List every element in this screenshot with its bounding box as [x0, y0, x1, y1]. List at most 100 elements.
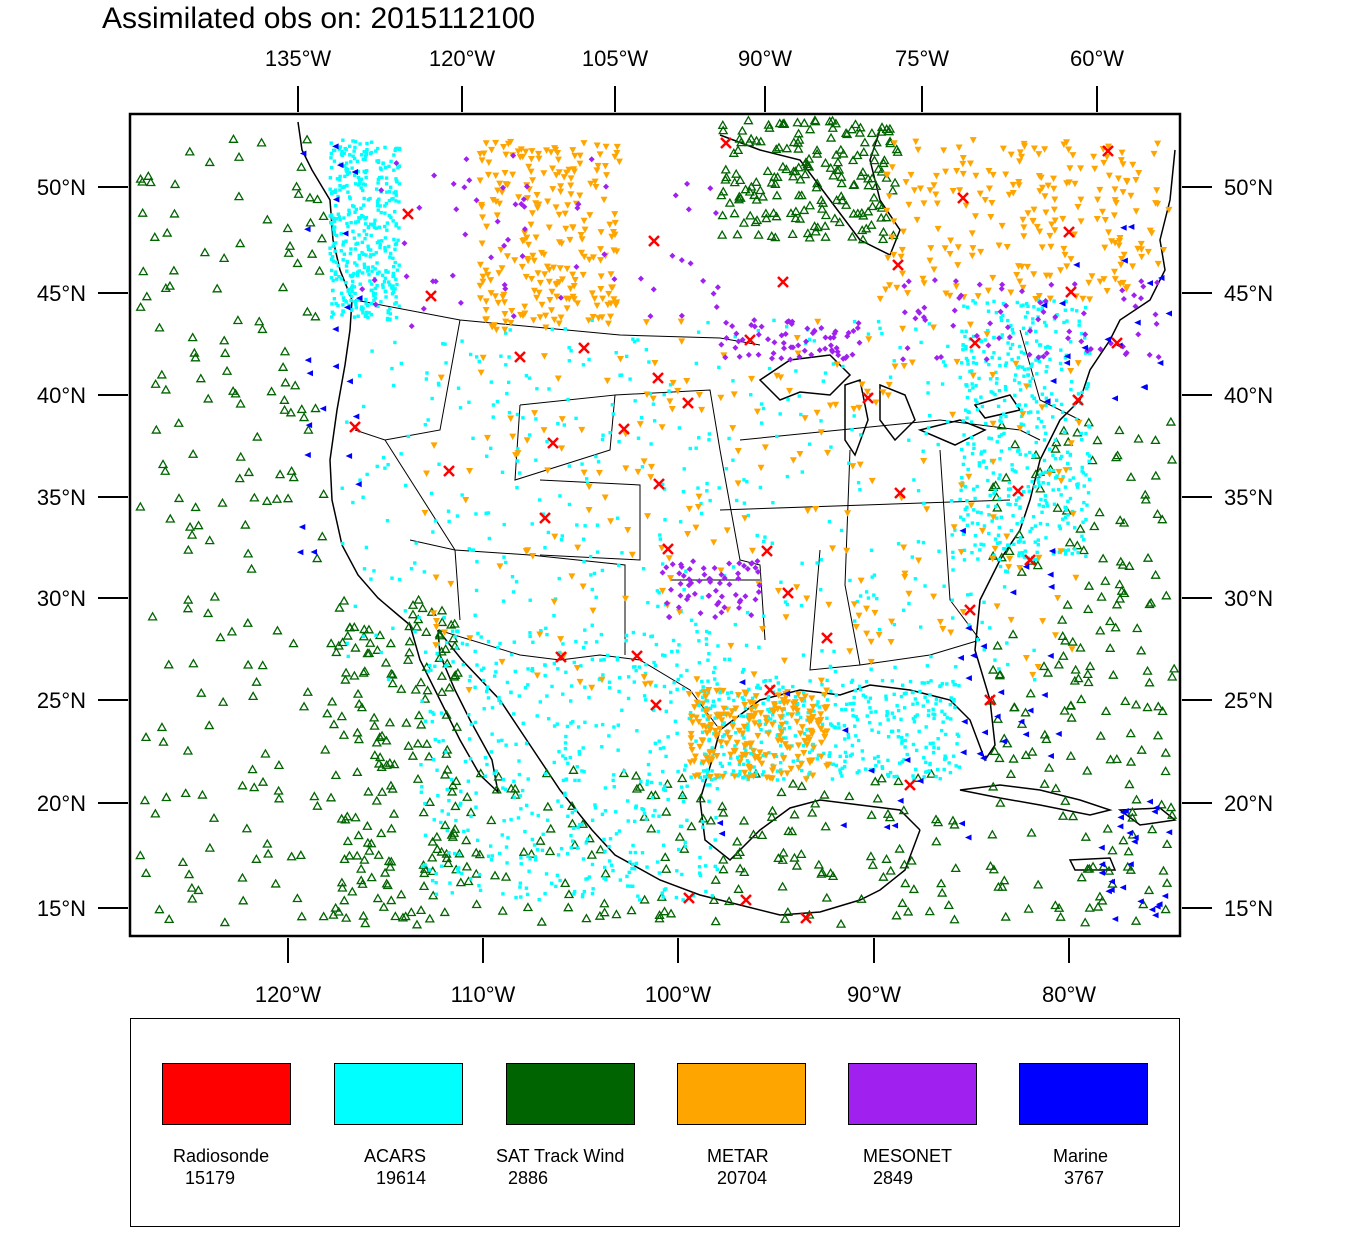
- acars-marker: [750, 774, 754, 779]
- sat-track-wind-marker: [646, 823, 657, 833]
- metar-marker: [558, 416, 566, 423]
- sat-track-wind-marker: [251, 853, 262, 863]
- sat-track-wind-marker: [316, 233, 328, 243]
- acars-marker: [961, 347, 965, 352]
- sat-track-wind-marker: [566, 801, 578, 810]
- acars-marker: [356, 219, 360, 224]
- metar-marker: [800, 749, 808, 757]
- metar-marker: [628, 551, 636, 559]
- acars-marker: [354, 302, 358, 307]
- sat-track-wind-marker: [1059, 705, 1070, 715]
- acars-marker: [572, 660, 576, 665]
- metar-marker: [729, 425, 737, 432]
- mesonet-marker: [520, 196, 527, 203]
- acars-marker: [625, 799, 630, 803]
- acars-marker: [394, 277, 398, 281]
- acars-marker: [466, 779, 471, 783]
- metar-marker: [813, 717, 821, 725]
- sat-track-wind-marker: [717, 801, 728, 811]
- metar-marker: [809, 703, 817, 711]
- mesonet-marker: [371, 277, 378, 284]
- acars-marker: [518, 885, 522, 889]
- acars-marker: [1006, 502, 1010, 506]
- acars-marker: [423, 863, 427, 867]
- acars-marker: [855, 771, 859, 775]
- metar-marker: [826, 402, 834, 409]
- metar-marker: [976, 190, 984, 198]
- metar-marker: [678, 338, 686, 345]
- sat-track-wind-marker: [705, 815, 717, 825]
- acars-marker: [758, 686, 762, 690]
- acars-marker: [364, 232, 369, 237]
- sat-track-wind-marker: [1075, 642, 1086, 652]
- acars-marker: [704, 637, 709, 641]
- acars-marker: [673, 719, 678, 724]
- sat-track-wind-marker: [891, 910, 902, 920]
- acars-marker: [668, 383, 673, 387]
- acars-marker: [994, 381, 999, 385]
- sat-track-wind-marker: [1005, 769, 1017, 778]
- mesonet-marker: [637, 275, 644, 282]
- marine-marker: [1047, 652, 1054, 659]
- acars-marker: [974, 361, 979, 366]
- sat-track-wind-marker: [740, 184, 751, 194]
- mesonet-marker: [1155, 354, 1162, 361]
- acars-marker: [797, 394, 801, 398]
- metar-marker: [1030, 145, 1038, 153]
- acars-marker: [1011, 514, 1015, 518]
- acars-marker: [971, 487, 976, 491]
- acars-marker: [642, 694, 647, 698]
- acars-marker: [445, 787, 449, 792]
- marine-marker: [1127, 223, 1135, 230]
- metar-marker: [1046, 232, 1054, 240]
- lat-label: 35°N: [1224, 485, 1273, 510]
- acars-marker: [388, 251, 393, 256]
- acars-marker: [369, 301, 374, 306]
- sat-track-wind-marker: [1130, 699, 1142, 709]
- acars-marker: [694, 739, 698, 743]
- sat-track-wind-marker: [825, 132, 837, 142]
- acars-marker: [525, 892, 530, 897]
- acars-marker: [843, 750, 848, 755]
- sat-track-wind-marker: [777, 881, 788, 891]
- metar-marker: [479, 278, 487, 286]
- acars-marker: [689, 775, 693, 779]
- marine-marker: [965, 625, 972, 632]
- acars-marker: [900, 683, 905, 687]
- acars-marker: [568, 699, 573, 703]
- acars-marker: [785, 602, 789, 607]
- sat-track-wind-marker: [857, 167, 869, 176]
- radiosonde-marker: [555, 651, 567, 663]
- acars-marker: [806, 710, 810, 715]
- sat-track-wind-marker: [326, 638, 337, 648]
- metar-marker: [713, 731, 721, 739]
- marine-marker: [1146, 798, 1153, 805]
- sat-track-wind-marker: [145, 177, 156, 187]
- lat-label: 45°N: [37, 281, 86, 306]
- acars-marker: [612, 725, 616, 729]
- acars-marker: [385, 228, 389, 232]
- acars-marker: [928, 693, 932, 697]
- acars-marker: [1030, 394, 1034, 398]
- acars-marker: [745, 759, 750, 763]
- acars-marker: [990, 355, 994, 360]
- sat-track-wind-marker: [599, 907, 610, 917]
- acars-marker: [896, 729, 901, 733]
- sat-track-wind-marker: [235, 238, 246, 248]
- acars-marker: [938, 699, 943, 703]
- acars-marker: [511, 590, 516, 594]
- acars-marker: [943, 757, 947, 761]
- sat-track-wind-marker: [748, 829, 759, 839]
- sat-track-wind-marker: [396, 683, 407, 693]
- sat-track-wind-marker: [330, 902, 341, 912]
- acars-marker: [332, 241, 336, 246]
- metar-marker: [502, 151, 510, 159]
- acars-marker: [886, 718, 890, 722]
- acars-marker: [496, 645, 500, 650]
- acars-marker: [791, 684, 795, 689]
- acars-marker: [982, 648, 986, 652]
- metar-marker: [959, 160, 967, 168]
- acars-marker: [501, 599, 506, 603]
- acars-marker: [330, 310, 335, 314]
- radiosonde-marker: [1065, 286, 1077, 298]
